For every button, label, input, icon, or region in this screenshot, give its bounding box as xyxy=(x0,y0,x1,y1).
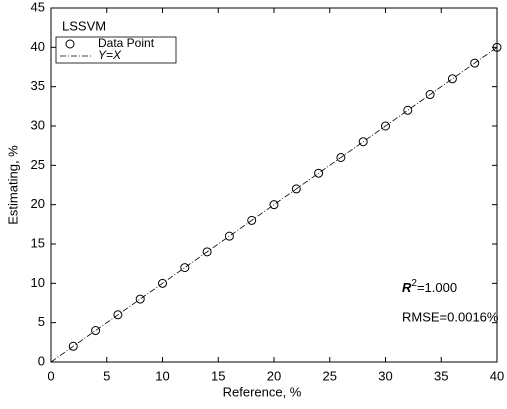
y-tick-label: 40 xyxy=(31,39,45,54)
data-point xyxy=(68,341,78,351)
data-point xyxy=(180,263,190,273)
y-tick-label: 20 xyxy=(31,196,45,211)
data-point xyxy=(158,278,167,288)
data-point xyxy=(291,184,301,194)
y-tick-label: 25 xyxy=(31,157,45,172)
r2-exponent: 2 xyxy=(411,278,417,289)
y-tick-label: 5 xyxy=(38,314,45,329)
x-tick-label: 5 xyxy=(103,368,110,383)
y-tick-label: 30 xyxy=(31,117,45,132)
data-point xyxy=(202,247,212,257)
x-tick-label: 15 xyxy=(211,368,225,383)
x-tick-label: 40 xyxy=(490,368,504,383)
x-tick-label: 25 xyxy=(323,368,337,383)
r2-annotation: R2=1.000 xyxy=(402,278,457,296)
data-point xyxy=(381,121,390,131)
y-axis-label: Estimating, % xyxy=(5,145,20,225)
x-tick-label: 35 xyxy=(434,368,448,383)
x-tick-label: 10 xyxy=(155,368,169,383)
legend-marker xyxy=(65,39,75,49)
legend-label: Y=X xyxy=(98,48,122,62)
data-point xyxy=(269,200,279,210)
x-tick-label: 30 xyxy=(378,368,392,383)
model-label: LSSVM xyxy=(62,18,106,33)
data-point xyxy=(447,74,457,84)
r2-symbol: R xyxy=(402,280,412,295)
x-axis-label: Reference, % xyxy=(223,384,302,399)
data-point xyxy=(425,90,435,100)
y-tick-label: 15 xyxy=(31,235,45,250)
data-point xyxy=(470,58,480,68)
x-tick-label: 20 xyxy=(267,368,281,383)
data-point xyxy=(336,152,346,162)
x-tick-label: 0 xyxy=(47,368,54,383)
data-point xyxy=(247,215,257,225)
data-point xyxy=(135,294,145,304)
data-point xyxy=(224,231,234,241)
data-point xyxy=(113,310,123,320)
y-tick-label: 45 xyxy=(31,0,45,14)
data-point xyxy=(358,137,368,147)
fit-line xyxy=(50,47,498,363)
y-tick-label: 10 xyxy=(31,275,45,290)
legend-box xyxy=(55,36,177,64)
rmse-annotation: RMSE=0.0016% xyxy=(402,309,499,324)
data-point xyxy=(403,105,413,115)
r2-value: =1.000 xyxy=(417,280,457,295)
plot-frame xyxy=(50,7,498,363)
y-tick-label: 35 xyxy=(31,78,45,93)
legend-label: Data Point xyxy=(98,36,155,50)
data-point xyxy=(91,326,101,336)
data-point xyxy=(314,168,324,178)
y-tick-label: 0 xyxy=(38,353,45,368)
